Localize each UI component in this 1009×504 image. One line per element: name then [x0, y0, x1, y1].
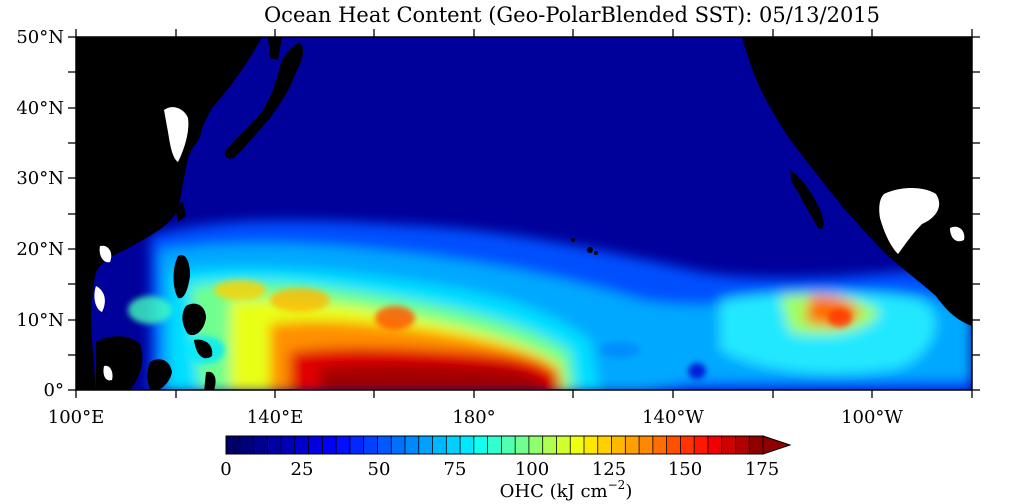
- colorbar-title-exponent: −2: [608, 478, 626, 492]
- colorbar-tick-label: 175: [745, 459, 779, 480]
- map-frame: [68, 29, 980, 398]
- colorbar-swatch: [446, 436, 461, 454]
- colorbar-swatch: [336, 436, 351, 454]
- colorbar-swatch: [707, 436, 723, 454]
- lat-label: 40°N: [16, 98, 64, 119]
- lon-labels: 100°E 140°E 180° 140°W 100°W: [48, 407, 904, 428]
- colorbar-tick-label: 25: [291, 459, 314, 480]
- lat-label: 10°N: [16, 310, 64, 331]
- colorbar-swatch: [253, 436, 268, 454]
- colorbar-swatch: [556, 436, 571, 454]
- colorbar-arrow: [762, 435, 792, 455]
- colorbar-title: OHC (kJ cm−2): [500, 478, 633, 502]
- colorbar-swatch: [377, 436, 392, 454]
- colorbar-tick-label: 75: [444, 459, 467, 480]
- colorbar-swatch: [570, 436, 585, 454]
- ohc-field-detail: [128, 280, 852, 379]
- colorbar-swatch: [735, 436, 750, 454]
- colorbar-swatch: [515, 436, 530, 454]
- colorbar-swatch: [418, 436, 433, 454]
- lon-label: 180°: [452, 407, 495, 428]
- lon-label: 140°W: [642, 407, 704, 428]
- colorbar-tick-label: 50: [368, 459, 391, 480]
- colorbar-swatch: [405, 436, 420, 454]
- lat-label: 0°: [44, 380, 64, 401]
- colorbar-swatch: [680, 436, 695, 454]
- lon-label: 100°W: [841, 407, 903, 428]
- colorbar-tick-label: 0: [220, 459, 231, 480]
- colorbar-swatch: [694, 436, 709, 454]
- lon-label: 140°E: [247, 407, 304, 428]
- colorbar-swatch: [528, 436, 544, 454]
- colorbar-swatch: [611, 436, 626, 454]
- colorbar-swatch: [473, 436, 489, 454]
- lon-label: 100°E: [48, 407, 105, 428]
- colorbar-swatches: [225, 435, 764, 455]
- colorbar-swatch: [226, 436, 241, 454]
- colorbar-swatch: [322, 436, 337, 454]
- colorbar-title-close: ): [625, 481, 632, 502]
- lat-labels: 50°N 40°N 30°N 20°N 10°N 0°: [16, 27, 64, 401]
- colorbar-ticks: 0 25 50 75 100 125 150 175: [220, 459, 779, 480]
- lat-label: 30°N: [16, 168, 64, 189]
- colorbar-swatch: [584, 436, 599, 454]
- colorbar-swatch: [652, 436, 668, 454]
- map-panel: [76, 37, 972, 390]
- colorbar-swatch: [308, 436, 323, 454]
- colorbar-tick-label: 100: [515, 459, 549, 480]
- colorbar-title-text: OHC (kJ cm: [500, 481, 608, 502]
- lat-label: 20°N: [16, 239, 64, 260]
- colorbar-swatch: [391, 436, 406, 454]
- ohc-field: [150, 220, 972, 390]
- colorbar-swatch: [239, 436, 254, 454]
- land: [76, 37, 972, 390]
- colorbar-tick-label: 150: [668, 459, 702, 480]
- colorbar-tick-label: 125: [592, 459, 626, 480]
- chart-title: Ocean Heat Content (Geo-PolarBlended SST…: [264, 3, 880, 27]
- colorbar-swatch: [363, 436, 378, 454]
- colorbar-swatch: [625, 436, 640, 454]
- colorbar-swatch: [487, 436, 502, 454]
- lat-label: 50°N: [16, 27, 64, 48]
- missing-data: [94, 107, 965, 381]
- colorbar-swatch: [294, 436, 310, 454]
- colorbar-swatch: [281, 436, 296, 454]
- colorbar-swatch: [267, 436, 282, 454]
- colorbar-swatch: [597, 436, 612, 454]
- colorbar-swatch: [721, 436, 736, 454]
- colorbar-swatch: [639, 436, 654, 454]
- colorbar-swatch: [749, 436, 764, 454]
- colorbar-swatch: [666, 436, 681, 454]
- colorbar-swatch: [349, 436, 365, 454]
- colorbar: 0 25 50 75 100 125 150 175 OHC (kJ cm−2): [220, 435, 792, 502]
- colorbar-swatch: [542, 436, 557, 454]
- colorbar-swatch: [460, 436, 475, 454]
- colorbar-swatch: [432, 436, 447, 454]
- colorbar-swatch: [501, 436, 516, 454]
